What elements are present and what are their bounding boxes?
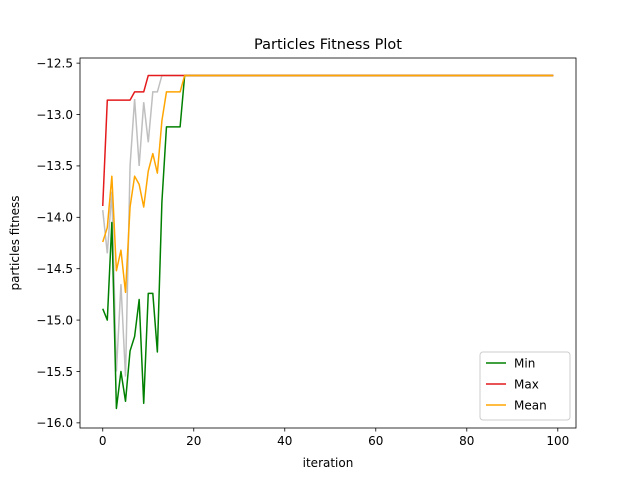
series-line-min xyxy=(102,74,554,410)
y-tick-label: −14.5 xyxy=(36,262,73,276)
legend-label-mean: Mean xyxy=(514,398,547,412)
legend-label-min: Min xyxy=(514,356,535,370)
y-axis-title: particles fitness xyxy=(8,195,22,290)
y-tick-label: −15.0 xyxy=(36,313,73,327)
chart-title: Particles Fitness Plot xyxy=(254,37,402,53)
x-tick-label: 0 xyxy=(99,434,107,448)
legend: Min Max Mean xyxy=(479,351,571,421)
x-tick-label: 80 xyxy=(459,434,474,448)
x-tick-label: 100 xyxy=(546,434,569,448)
plot-frame xyxy=(79,57,577,429)
x-axis-title: iteration xyxy=(303,456,354,470)
y-tick-label: −13.5 xyxy=(36,159,73,173)
y-tick-label: −14.0 xyxy=(36,211,73,225)
series-line-max xyxy=(102,74,554,207)
legend-box xyxy=(479,351,571,421)
x-tick-label: 60 xyxy=(368,434,383,448)
y-tick-label: −16.0 xyxy=(36,416,73,430)
y-tick-label: −15.5 xyxy=(36,365,73,379)
x-tick-label: 40 xyxy=(277,434,292,448)
legend-label-max: Max xyxy=(514,377,539,391)
series-line-mean xyxy=(102,74,554,294)
y-tick-label: −13.0 xyxy=(36,108,73,122)
y-tick-label: −12.5 xyxy=(36,56,73,70)
x-tick-label: 20 xyxy=(186,434,201,448)
